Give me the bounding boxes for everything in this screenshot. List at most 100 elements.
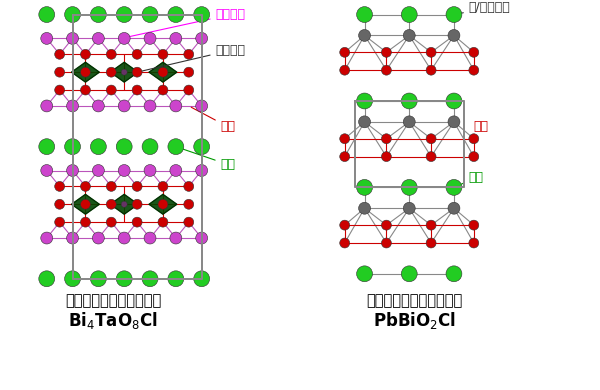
Circle shape (80, 199, 91, 209)
Circle shape (92, 232, 104, 244)
Circle shape (118, 100, 130, 112)
Circle shape (340, 152, 350, 161)
Circle shape (92, 100, 104, 112)
Circle shape (340, 134, 350, 144)
Circle shape (469, 220, 479, 230)
Circle shape (67, 32, 79, 44)
Text: 塩素: 塩素 (457, 171, 484, 186)
Circle shape (184, 67, 194, 77)
Circle shape (403, 202, 415, 214)
Circle shape (196, 165, 208, 176)
Circle shape (403, 116, 415, 128)
Circle shape (106, 199, 116, 209)
Circle shape (55, 67, 65, 77)
Circle shape (168, 7, 184, 23)
Circle shape (106, 49, 116, 59)
Circle shape (359, 30, 371, 41)
Circle shape (426, 65, 436, 75)
Circle shape (196, 32, 208, 44)
Polygon shape (71, 194, 100, 214)
Circle shape (446, 179, 462, 195)
Text: 酸素: 酸素 (191, 107, 236, 133)
Circle shape (196, 232, 208, 244)
Circle shape (401, 266, 417, 282)
Circle shape (39, 271, 55, 287)
Circle shape (55, 49, 65, 59)
Circle shape (67, 232, 79, 244)
Circle shape (92, 32, 104, 44)
Circle shape (80, 67, 91, 77)
Circle shape (426, 134, 436, 144)
Circle shape (55, 217, 65, 227)
Circle shape (80, 181, 91, 191)
Circle shape (158, 181, 168, 191)
Circle shape (403, 30, 415, 41)
Circle shape (184, 49, 194, 59)
Circle shape (426, 238, 436, 248)
Circle shape (116, 139, 132, 154)
Circle shape (401, 93, 417, 109)
Circle shape (106, 85, 116, 95)
Circle shape (382, 65, 391, 75)
Circle shape (144, 232, 156, 244)
Circle shape (142, 271, 158, 287)
Circle shape (116, 7, 132, 23)
Circle shape (106, 67, 116, 77)
Circle shape (65, 7, 80, 23)
Circle shape (80, 85, 91, 95)
Circle shape (158, 85, 168, 95)
Circle shape (132, 181, 142, 191)
Polygon shape (110, 194, 138, 214)
Circle shape (116, 271, 132, 287)
Circle shape (184, 217, 194, 227)
Circle shape (55, 199, 65, 209)
Circle shape (448, 202, 460, 214)
Circle shape (184, 85, 194, 95)
Circle shape (142, 139, 158, 154)
Circle shape (401, 7, 417, 23)
Circle shape (158, 199, 168, 209)
Polygon shape (149, 194, 177, 214)
Circle shape (55, 181, 65, 191)
Circle shape (448, 116, 460, 128)
Text: オキシハライド光触媒１: オキシハライド光触媒１ (65, 293, 161, 308)
Circle shape (382, 47, 391, 57)
Circle shape (356, 179, 373, 195)
Circle shape (118, 232, 130, 244)
Circle shape (469, 152, 479, 161)
Circle shape (340, 220, 350, 230)
Circle shape (92, 165, 104, 176)
Circle shape (356, 7, 373, 23)
Circle shape (65, 271, 80, 287)
Circle shape (158, 217, 168, 227)
Circle shape (359, 116, 371, 128)
Circle shape (91, 139, 106, 154)
Circle shape (121, 201, 127, 207)
Circle shape (170, 232, 182, 244)
Circle shape (194, 139, 209, 154)
Circle shape (55, 85, 65, 95)
Text: 酸素: 酸素 (474, 120, 489, 139)
Circle shape (446, 266, 462, 282)
Circle shape (194, 271, 209, 287)
Text: 鉛/ビスマス: 鉛/ビスマス (457, 1, 511, 14)
Circle shape (469, 47, 479, 57)
Circle shape (426, 47, 436, 57)
Circle shape (340, 65, 350, 75)
Circle shape (170, 32, 182, 44)
Text: オキシハライド光触媒２: オキシハライド光触媒２ (366, 293, 463, 308)
Circle shape (132, 49, 142, 59)
Circle shape (356, 266, 373, 282)
Circle shape (144, 100, 156, 112)
Circle shape (382, 152, 391, 161)
Text: 塩素: 塩素 (178, 147, 236, 171)
Circle shape (118, 165, 130, 176)
Circle shape (194, 7, 209, 23)
Circle shape (144, 165, 156, 176)
Circle shape (469, 134, 479, 144)
Circle shape (142, 7, 158, 23)
Circle shape (168, 139, 184, 154)
Polygon shape (149, 62, 177, 82)
Circle shape (184, 181, 194, 191)
Circle shape (158, 49, 168, 59)
